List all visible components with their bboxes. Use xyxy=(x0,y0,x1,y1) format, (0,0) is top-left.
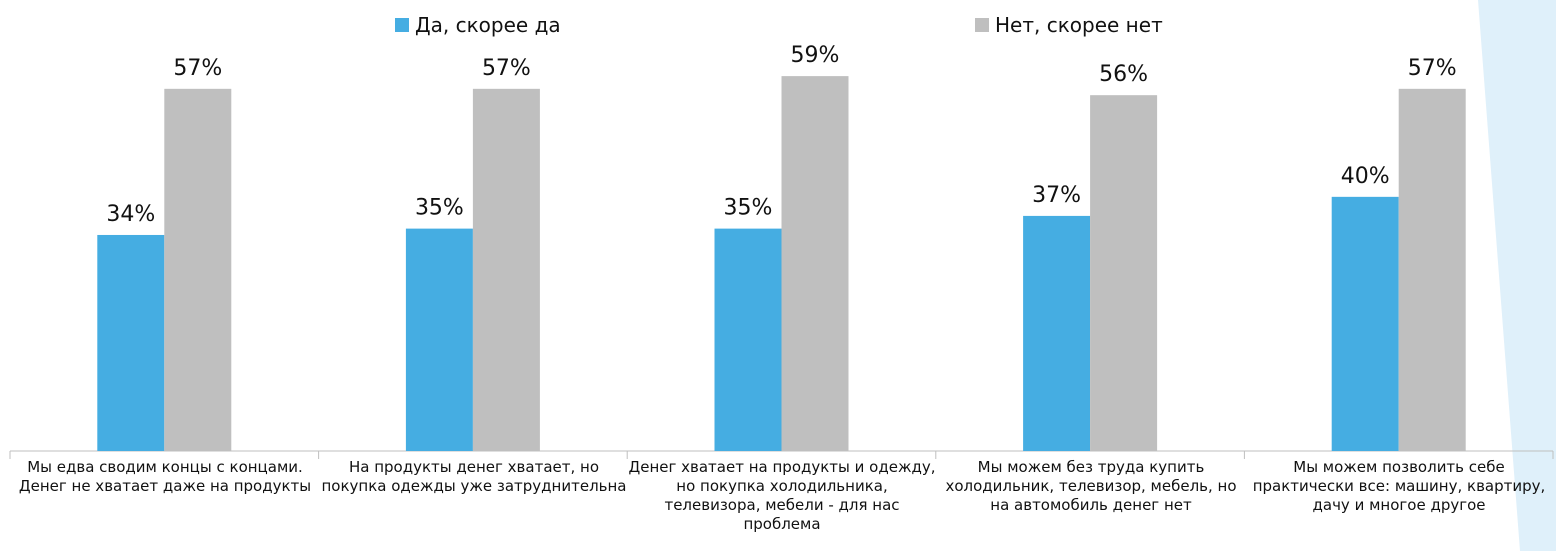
legend-swatch-yes xyxy=(395,18,409,32)
legend-swatch-no xyxy=(975,18,989,32)
data-label: 57% xyxy=(482,56,531,81)
data-label: 35% xyxy=(724,196,773,221)
bar-yes xyxy=(714,228,782,451)
category-label: Мы можем позволить себе практически все:… xyxy=(1252,458,1546,514)
category-label: Мы едва сводим концы с концами. Денег не… xyxy=(18,458,312,495)
data-label: 40% xyxy=(1341,164,1390,189)
legend-label-no: Нет, скорее нет xyxy=(995,13,1163,37)
category-label: Мы можем без труда купить холодильник, т… xyxy=(945,458,1237,514)
data-label: 35% xyxy=(415,196,464,221)
bar-no xyxy=(1398,88,1466,451)
category-label: Денег хватает на продукты и одежду, но п… xyxy=(628,458,936,533)
bar-no xyxy=(781,76,849,451)
category-label: На продукты денег хватает, но покупка од… xyxy=(321,458,627,495)
legend-item-yes: Да, скорее да xyxy=(395,12,561,38)
data-label: 59% xyxy=(791,43,840,68)
data-label: 56% xyxy=(1099,62,1148,87)
bar-yes xyxy=(405,228,473,451)
bar-no xyxy=(1090,95,1158,451)
blue-side-accent xyxy=(1478,0,1556,551)
data-label: 34% xyxy=(106,202,155,227)
bar-yes xyxy=(97,234,165,451)
bar-yes xyxy=(1331,196,1399,451)
legend-item-no: Нет, скорее нет xyxy=(975,12,1163,38)
bar-yes xyxy=(1023,215,1091,451)
data-label: 57% xyxy=(173,56,222,81)
bar-no xyxy=(472,88,540,451)
data-label: 57% xyxy=(1408,56,1457,81)
data-label: 37% xyxy=(1032,183,1081,208)
legend-label-yes: Да, скорее да xyxy=(415,13,561,37)
bar-no xyxy=(164,88,232,451)
